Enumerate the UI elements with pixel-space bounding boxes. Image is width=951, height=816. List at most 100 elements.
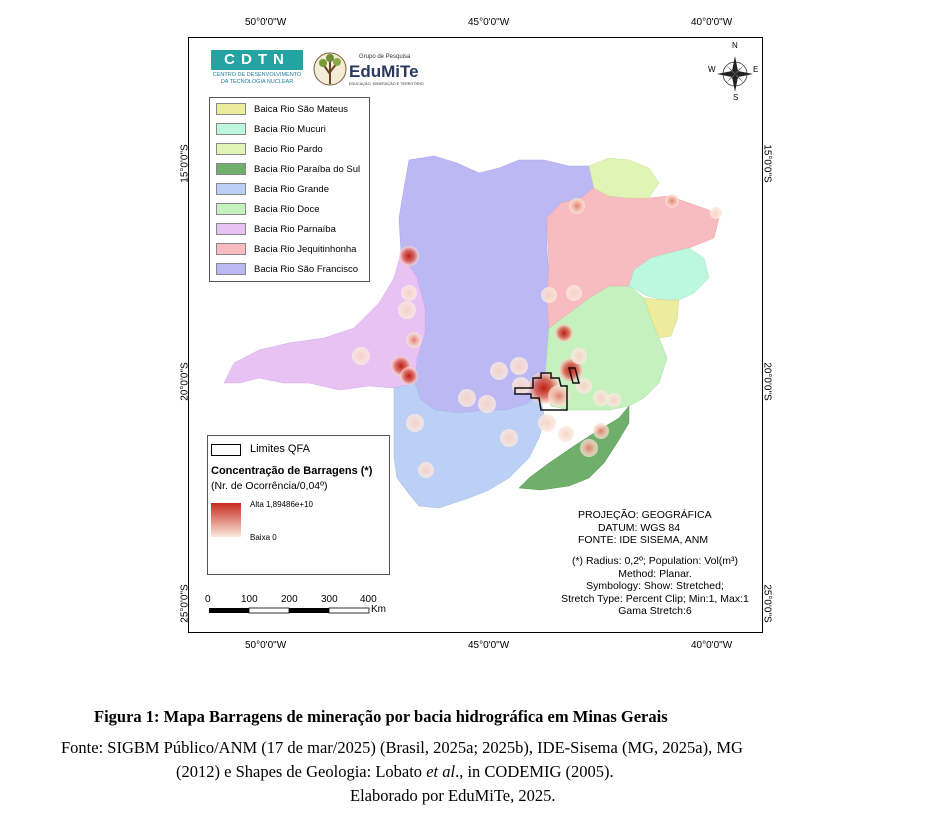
hotspot — [710, 207, 722, 219]
legend-item: Bacio Rio Pardo — [216, 142, 323, 156]
datum-line: DATUM: WGS 84 — [597, 521, 681, 534]
top-lon-label-3: 40°0'0"W — [691, 17, 733, 28]
legend-label: Bacia Rio Jequitinhonha — [254, 243, 357, 255]
top-lon-label-2: 45°0'0"W — [468, 17, 510, 28]
cdtn-logo-sub1: CENTRO DE DESENVOLVIMENTO — [212, 72, 302, 78]
legend-item: Bacia Rio São Francisco — [216, 262, 358, 276]
legend-swatch — [216, 243, 246, 255]
legend-swatch — [216, 223, 246, 235]
legend-swatch — [216, 103, 246, 115]
legend-label: Bacio Rio Pardo — [254, 143, 323, 155]
qfa-legend-label: Limites QFA — [250, 443, 310, 455]
hotspot — [478, 395, 496, 413]
north-label-e: E — [753, 65, 759, 74]
basin-mucuri — [628, 247, 710, 301]
hotspot — [555, 324, 573, 342]
qfa-limits-outline — [514, 372, 568, 411]
hotspot — [398, 301, 416, 319]
legend-swatch — [216, 163, 246, 175]
method-line: Method: Planar. — [618, 567, 692, 580]
hotspot — [399, 246, 419, 266]
hotspot — [576, 378, 592, 394]
basin-grande — [393, 382, 546, 509]
hotspot — [569, 198, 585, 214]
hotspot — [538, 414, 556, 432]
hotspot — [580, 439, 598, 457]
density-legend-subtitle: (Nr. de Ocorrência/0,04º) — [211, 480, 328, 492]
scale-tick-300: 300 — [321, 594, 338, 605]
legend-label: Bacia Rio Doce — [254, 203, 320, 215]
legend-item: Bacia Rio Jequitinhonha — [216, 242, 356, 256]
cdtn-logo-sub2: DA TECNOLOGIA NUCLEAR — [220, 79, 294, 85]
legend-swatch — [216, 263, 246, 275]
hotspot — [571, 348, 587, 364]
right-lat-label-2: 20°0'0"S — [761, 362, 773, 401]
scale-tick-400: 400 — [360, 594, 377, 605]
right-lat-label-1: 15°0'0"S — [761, 144, 773, 183]
hotspot — [406, 414, 424, 432]
hotspot — [558, 426, 574, 442]
legend-label: Bacia Rio Grande — [254, 183, 329, 195]
legend-item: Baica Rio São Mateus — [216, 102, 348, 116]
tree-icon — [313, 52, 347, 86]
north-label-s: S — [733, 93, 739, 102]
method-info: (*) Radius: 0,2º; Population: Vol(m³) Me… — [549, 555, 761, 618]
legend-swatch — [216, 203, 246, 215]
top-lon-label-1: 50°0'0"W — [245, 17, 287, 28]
bottom-lon-label-1: 50°0'0"W — [245, 640, 287, 651]
scale-tick-200: 200 — [281, 594, 298, 605]
hotspot — [352, 347, 370, 365]
legend-item: Bacia Rio Parnaíba — [216, 222, 336, 236]
legend-swatch — [216, 123, 246, 135]
projection-info: PROJEÇÃO: GEOGRÁFICA DATUM: WGS 84 FONTE… — [578, 509, 712, 547]
basin-paraiba-do-sul — [518, 405, 630, 491]
hotspot — [593, 423, 609, 439]
scale-unit: Km — [371, 604, 386, 615]
north-label-w: W — [708, 65, 716, 74]
hotspot — [665, 194, 679, 208]
source-line: FONTE: IDE SISEMA, ANM — [578, 534, 709, 546]
density-legend-title: Concentração de Barragens (*) — [211, 465, 373, 477]
hotspot — [541, 287, 557, 303]
north-label-n: N — [732, 41, 738, 50]
north-arrow-icon — [717, 56, 753, 92]
scale-bar — [209, 607, 370, 614]
caption-source-line3: Elaborado por EduMiTe, 2025. — [350, 786, 556, 805]
hotspot — [418, 462, 434, 478]
edumite-name: EduMiTe — [349, 62, 419, 81]
legend-label: Baica Rio São Mateus — [254, 103, 348, 115]
bottom-lon-label-2: 45°0'0"W — [468, 640, 510, 651]
edumite-small: Grupo de Pesquisa — [359, 54, 411, 60]
basin-pardo — [588, 157, 660, 199]
density-legend: Limites QFA Concentração de Barragens (*… — [207, 435, 390, 575]
density-high-label: Alta 1,89486e+10 — [250, 500, 313, 509]
hotspot — [458, 389, 476, 407]
method-line: Symbology: Show: Stretched; — [586, 580, 724, 592]
caption-text: (2012) e Shapes de Geologia: Lobato — [176, 762, 427, 781]
hotspot — [500, 429, 518, 447]
legend-label: Bacia Rio Parnaíba — [254, 223, 336, 235]
legend-label: Bacia Rio Mucuri — [254, 123, 326, 135]
map-frame: CDTN CENTRO DE DESENVOLVIMENTO DA TECNOL… — [188, 37, 763, 633]
cdtn-logo: CDTN CENTRO DE DESENVOLVIMENTO DA TECNOL… — [211, 50, 303, 96]
legend-item: Bacia Rio Doce — [216, 202, 319, 216]
hotspot — [593, 390, 609, 406]
figure-title: Figura 1: Mapa Barragens de mineração po… — [94, 707, 668, 726]
legend-item: Bacia Rio Grande — [216, 182, 329, 196]
method-line: (*) Radius: 0,2º; Population: Vol(m³) — [571, 555, 739, 567]
density-color-ramp — [211, 503, 241, 537]
density-low-label: Baixa 0 — [250, 533, 277, 542]
legend-item: Bacia Rio Mucuri — [216, 122, 326, 136]
hotspot — [548, 385, 570, 407]
legend-label: Bacia Rio Paraíba do Sul — [254, 163, 361, 175]
map-canvas — [209, 56, 753, 614]
legend-item: Bacia Rio Paraíba do Sul — [216, 162, 360, 176]
projection-line: PROJEÇÃO: GEOGRÁFICA — [578, 509, 712, 521]
legend-label: Bacia Rio São Francisco — [254, 263, 359, 275]
scale-tick-0: 0 — [205, 594, 211, 605]
right-lat-label-3: 25°0'0"S — [761, 584, 773, 623]
qfa-limits-outline-small — [568, 367, 580, 384]
edumite-logo: Grupo de Pesquisa EduMiTe EDUCAÇÃO, MINE… — [313, 48, 424, 98]
qfa-legend-swatch — [211, 444, 241, 456]
hotspot — [607, 393, 621, 407]
